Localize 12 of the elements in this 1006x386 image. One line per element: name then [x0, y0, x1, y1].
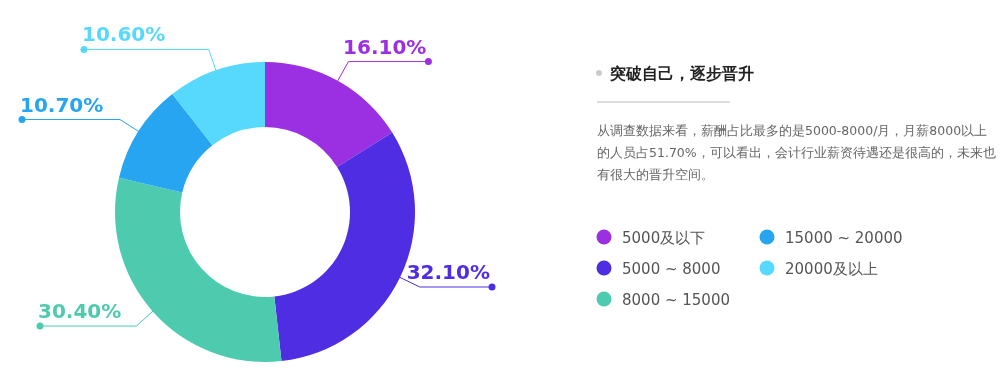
- text: 从调查数据来看，薪酬占比最多的是5000-8000/月，月薪8000以上的人员占51.70%，可以看出，会计行业薪资待遇还是很高的，未来也有很大的晋升空间。: [597, 122, 997, 184]
- data-label: 10.70%: [20, 92, 104, 117]
- legend-label: 8000 ~ 15000: [622, 290, 730, 309]
- legend-label: 15000 ~ 20000: [785, 228, 903, 247]
- legend-label: 5000 ~ 8000: [622, 259, 721, 278]
- data-label: 16.10%: [343, 34, 427, 59]
- data-label: 32.10%: [406, 260, 490, 285]
- legend-label: 5000及以下: [622, 228, 706, 247]
- data-label: 30.40%: [38, 299, 122, 324]
- data-label: 10.60%: [82, 22, 166, 47]
- legend-label: 20000及以上: [785, 259, 878, 278]
- text: 突破自己，逐步晋升: [610, 64, 754, 85]
